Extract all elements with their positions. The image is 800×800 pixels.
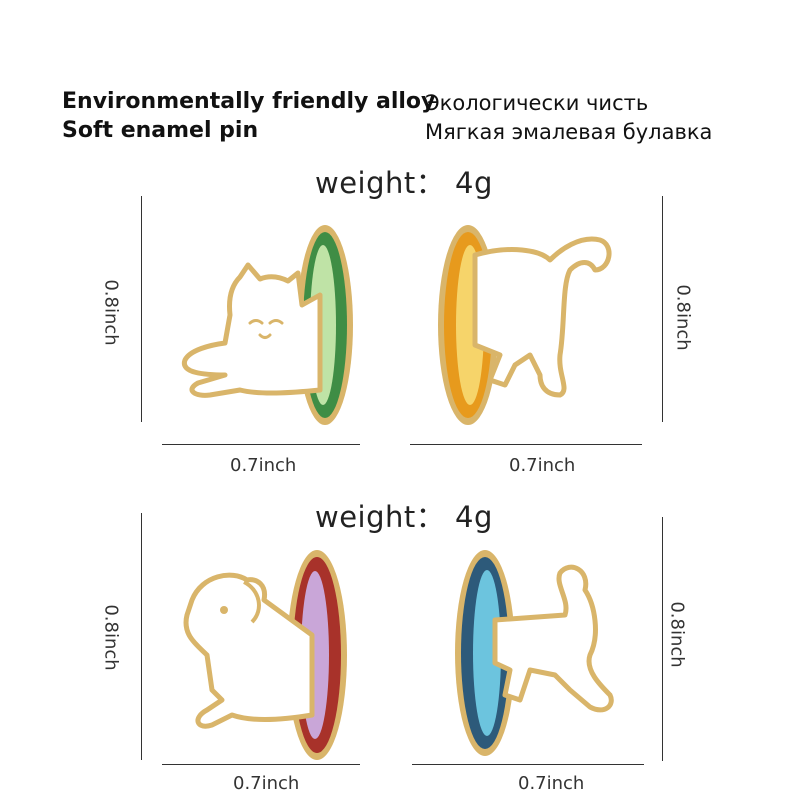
pin-dog-blue-ring <box>440 545 630 760</box>
header-line1-ru: Экологически чисть <box>425 91 649 115</box>
width-label-bottom-right: 0.7inch <box>518 773 585 794</box>
height-line-bottom-left <box>141 513 142 760</box>
weight-label-bottom: weight： 4g <box>315 500 493 534</box>
height-label-bottom-right: 0.8inch <box>666 601 688 668</box>
width-line-top-left <box>162 444 360 445</box>
cat-body <box>181 262 323 398</box>
pin-cat-green-ring <box>170 215 370 430</box>
cat-green-ring-illustration <box>181 225 353 425</box>
width-line-top-right <box>410 444 642 445</box>
cat-hindquarters <box>472 236 612 398</box>
dog-red-ring-illustration <box>183 550 347 760</box>
header-line2-ru: Мягкая эмалевая булавка <box>425 120 713 144</box>
weight-label-top: weight： 4g <box>315 166 493 200</box>
height-line-top-right <box>662 196 663 422</box>
dog-eye <box>220 606 228 614</box>
pin-cat-orange-ring <box>430 215 620 430</box>
ring-inner <box>473 570 501 736</box>
dog-hindquarters <box>492 564 614 713</box>
width-line-bottom-right <box>412 764 644 765</box>
cat-orange-ring-illustration <box>438 225 612 425</box>
width-label-bottom-left: 0.7inch <box>233 773 300 794</box>
height-label-top-left: 0.8inch <box>100 279 122 346</box>
dog-ear <box>242 580 261 624</box>
height-label-top-right: 0.8inch <box>672 284 694 351</box>
height-label-bottom-left: 0.8inch <box>100 604 122 671</box>
height-line-top-left <box>141 196 142 422</box>
cat-face <box>248 319 284 339</box>
pin-dog-red-ring <box>172 540 357 765</box>
width-label-top-right: 0.7inch <box>509 455 576 476</box>
header-line2-en: Soft enamel pin <box>62 118 259 143</box>
width-line-bottom-left <box>162 764 360 765</box>
dog-blue-ring-illustration <box>455 550 614 756</box>
dog-body <box>183 572 315 729</box>
height-line-bottom-right <box>662 517 663 761</box>
header-line1-en: Environmentally friendly alloy <box>62 89 436 114</box>
width-label-top-left: 0.7inch <box>230 455 297 476</box>
